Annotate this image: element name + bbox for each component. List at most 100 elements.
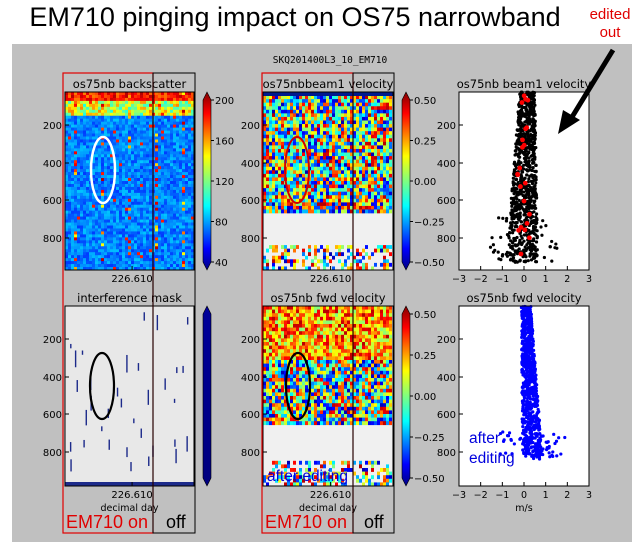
heat-cell	[80, 204, 83, 208]
heat-cell	[101, 92, 104, 96]
heat-cell	[95, 175, 98, 179]
heat-cell	[176, 109, 179, 114]
heat-cell	[101, 169, 104, 173]
heat-cell	[128, 151, 131, 155]
heat-cell	[95, 228, 98, 232]
heat-cell	[281, 152, 284, 157]
heat-cell	[137, 222, 140, 226]
heat-cell	[119, 204, 122, 208]
heat-cell	[149, 106, 152, 111]
heat-cell	[146, 216, 149, 220]
heat-cell	[182, 181, 185, 185]
heat-cell	[167, 92, 170, 96]
heat-cell	[68, 112, 71, 117]
heat-cell	[128, 192, 131, 197]
heat-cell	[329, 145, 332, 150]
heat-cell	[110, 210, 113, 214]
heat-cell	[68, 237, 71, 241]
heat-cell	[188, 145, 191, 149]
heat-cell	[122, 201, 125, 206]
heat-cell	[389, 181, 392, 185]
heat-cell	[83, 175, 86, 179]
heat-cell	[332, 191, 335, 196]
heat-cell	[296, 156, 299, 160]
heat-cell	[134, 267, 137, 271]
heat-cell	[293, 259, 296, 264]
heat-cell	[110, 181, 113, 185]
heat-cell	[374, 138, 377, 143]
heat-cell	[179, 243, 182, 247]
heat-cell	[77, 124, 80, 128]
heat-cell	[173, 94, 176, 99]
heat-cell	[80, 237, 83, 241]
heat-cell	[125, 100, 128, 105]
heat-cell	[116, 195, 119, 200]
heat-cell	[176, 160, 179, 164]
heat-cell	[98, 237, 101, 241]
heat-cell	[173, 97, 176, 102]
heat-cell	[113, 198, 116, 203]
heat-cell	[314, 166, 317, 171]
heat-cell	[143, 100, 146, 105]
heat-cell	[89, 198, 92, 203]
heat-cell	[92, 204, 95, 208]
scatter-point	[499, 235, 503, 239]
heat-cell	[131, 234, 134, 238]
heat-cell	[131, 225, 134, 229]
heat-cell	[140, 222, 143, 226]
heat-cell	[161, 166, 164, 170]
heat-cell	[155, 219, 158, 223]
scatter-point	[522, 233, 526, 237]
heat-cell	[158, 175, 161, 179]
heat-cell	[143, 213, 146, 217]
heat-cell	[161, 192, 164, 197]
heat-cell	[104, 154, 107, 158]
heat-cell	[161, 106, 164, 111]
heat-cell	[350, 173, 353, 178]
heat-cell	[281, 127, 284, 132]
heat-cell	[377, 138, 380, 143]
heat-cell	[122, 163, 125, 167]
heat-cell	[173, 145, 176, 149]
heat-cell	[332, 109, 335, 114]
heat-cell	[107, 210, 110, 214]
heat-cell	[341, 163, 344, 168]
scatter-point	[516, 215, 520, 219]
heat-cell	[356, 138, 359, 143]
heat-cell	[329, 124, 332, 128]
heat-cell	[140, 255, 143, 259]
heat-cell	[134, 148, 137, 152]
heat-cell	[179, 136, 182, 140]
heat-cell	[311, 159, 314, 164]
heat-cell	[281, 163, 284, 168]
heat-cell	[128, 252, 131, 256]
heat-cell	[368, 109, 371, 114]
heat-cell	[140, 92, 143, 96]
heat-cell	[389, 106, 392, 111]
heat-cell	[104, 207, 107, 211]
heat-cell	[71, 127, 74, 131]
heat-cell	[98, 225, 101, 229]
heat-cell	[167, 204, 170, 208]
heat-cell	[338, 166, 341, 171]
heat-cell	[353, 198, 356, 203]
heat-cell	[158, 183, 161, 188]
colorbar-tick-label: 80	[215, 218, 228, 229]
heat-cell	[164, 246, 167, 250]
heat-cell	[332, 145, 335, 150]
heat-cell	[323, 120, 326, 125]
heat-cell	[125, 112, 128, 117]
heat-cell	[386, 109, 389, 114]
scatter-point	[519, 108, 524, 112]
heat-cell	[74, 142, 77, 146]
heat-cell	[176, 225, 179, 229]
heat-cell	[155, 175, 158, 179]
heat-cell	[137, 258, 140, 262]
heat-cell	[323, 152, 326, 157]
heat-cell	[71, 243, 74, 247]
heat-cell	[83, 106, 86, 111]
heat-cell	[344, 184, 347, 189]
heat-cell	[68, 106, 71, 111]
heat-cell	[185, 267, 188, 271]
heat-cell	[386, 148, 389, 153]
